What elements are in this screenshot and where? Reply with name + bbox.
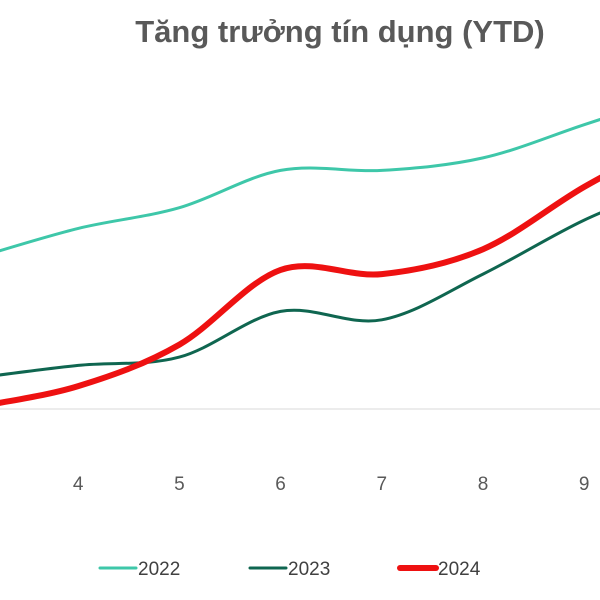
x-tick-label: 7 [377, 474, 388, 495]
legend-item-2024: 2024 [397, 559, 481, 580]
x-tick-label: 6 [275, 474, 286, 495]
legend-item-2022: 2022 [98, 559, 180, 580]
series-line-2023 [0, 211, 600, 377]
legend-item-2023: 2023 [248, 559, 330, 580]
series-line-2022 [0, 117, 600, 253]
legend-label-2024: 2024 [438, 559, 481, 580]
series-lines [0, 117, 600, 406]
x-tick-label: 5 [174, 474, 185, 495]
legend-label-2022: 2022 [138, 559, 180, 580]
legend-label-2023: 2023 [288, 559, 330, 580]
x-tick-label: 9 [579, 474, 590, 495]
x-axis-tick-labels: 345678910 [73, 474, 590, 495]
x-tick-label: 8 [478, 474, 489, 495]
series-line-2024 [0, 174, 600, 406]
x-tick-label: 4 [73, 474, 84, 495]
legend: 2022 2023 2024 [98, 559, 481, 580]
chart-title: Tăng trưởng tín dụng (YTD) [135, 14, 545, 49]
